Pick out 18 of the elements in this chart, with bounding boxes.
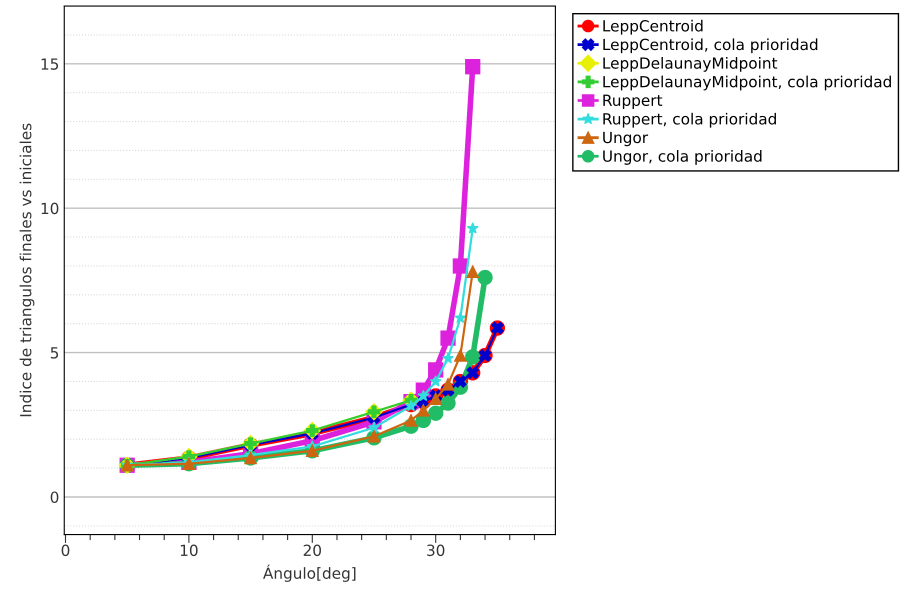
legend-label: LeppCentroid (603, 20, 702, 35)
legend-label: LeppDelaunayMidpoint (603, 57, 778, 72)
x-tick-label: 0 (62, 544, 70, 556)
y-tick-label: 5 (50, 347, 58, 359)
legend-label: Ruppert (603, 94, 662, 109)
legend-label: Ungor, cola prioridad (603, 150, 762, 165)
y-axis-title: Indice de triangulos finales vs iniciales (20, 124, 34, 416)
x-tick-label: 20 (304, 544, 321, 556)
x-axis-title: Ángulo[deg] (263, 564, 356, 582)
x-tick-label: 10 (180, 544, 198, 556)
y-tick-label: 0 (50, 491, 58, 504)
legend-label: Ruppert, cola prioridad (603, 112, 776, 128)
legend-label: LeppCentroid, cola prioridad (603, 38, 818, 54)
legend-label: LeppDelaunayMidpoint, cola prioridad (603, 76, 891, 90)
y-tick-label: 15 (42, 58, 58, 70)
y-tick-label: 10 (42, 202, 58, 214)
x-tick-label: 30 (427, 544, 444, 556)
legend-label: Ungor (603, 132, 648, 146)
